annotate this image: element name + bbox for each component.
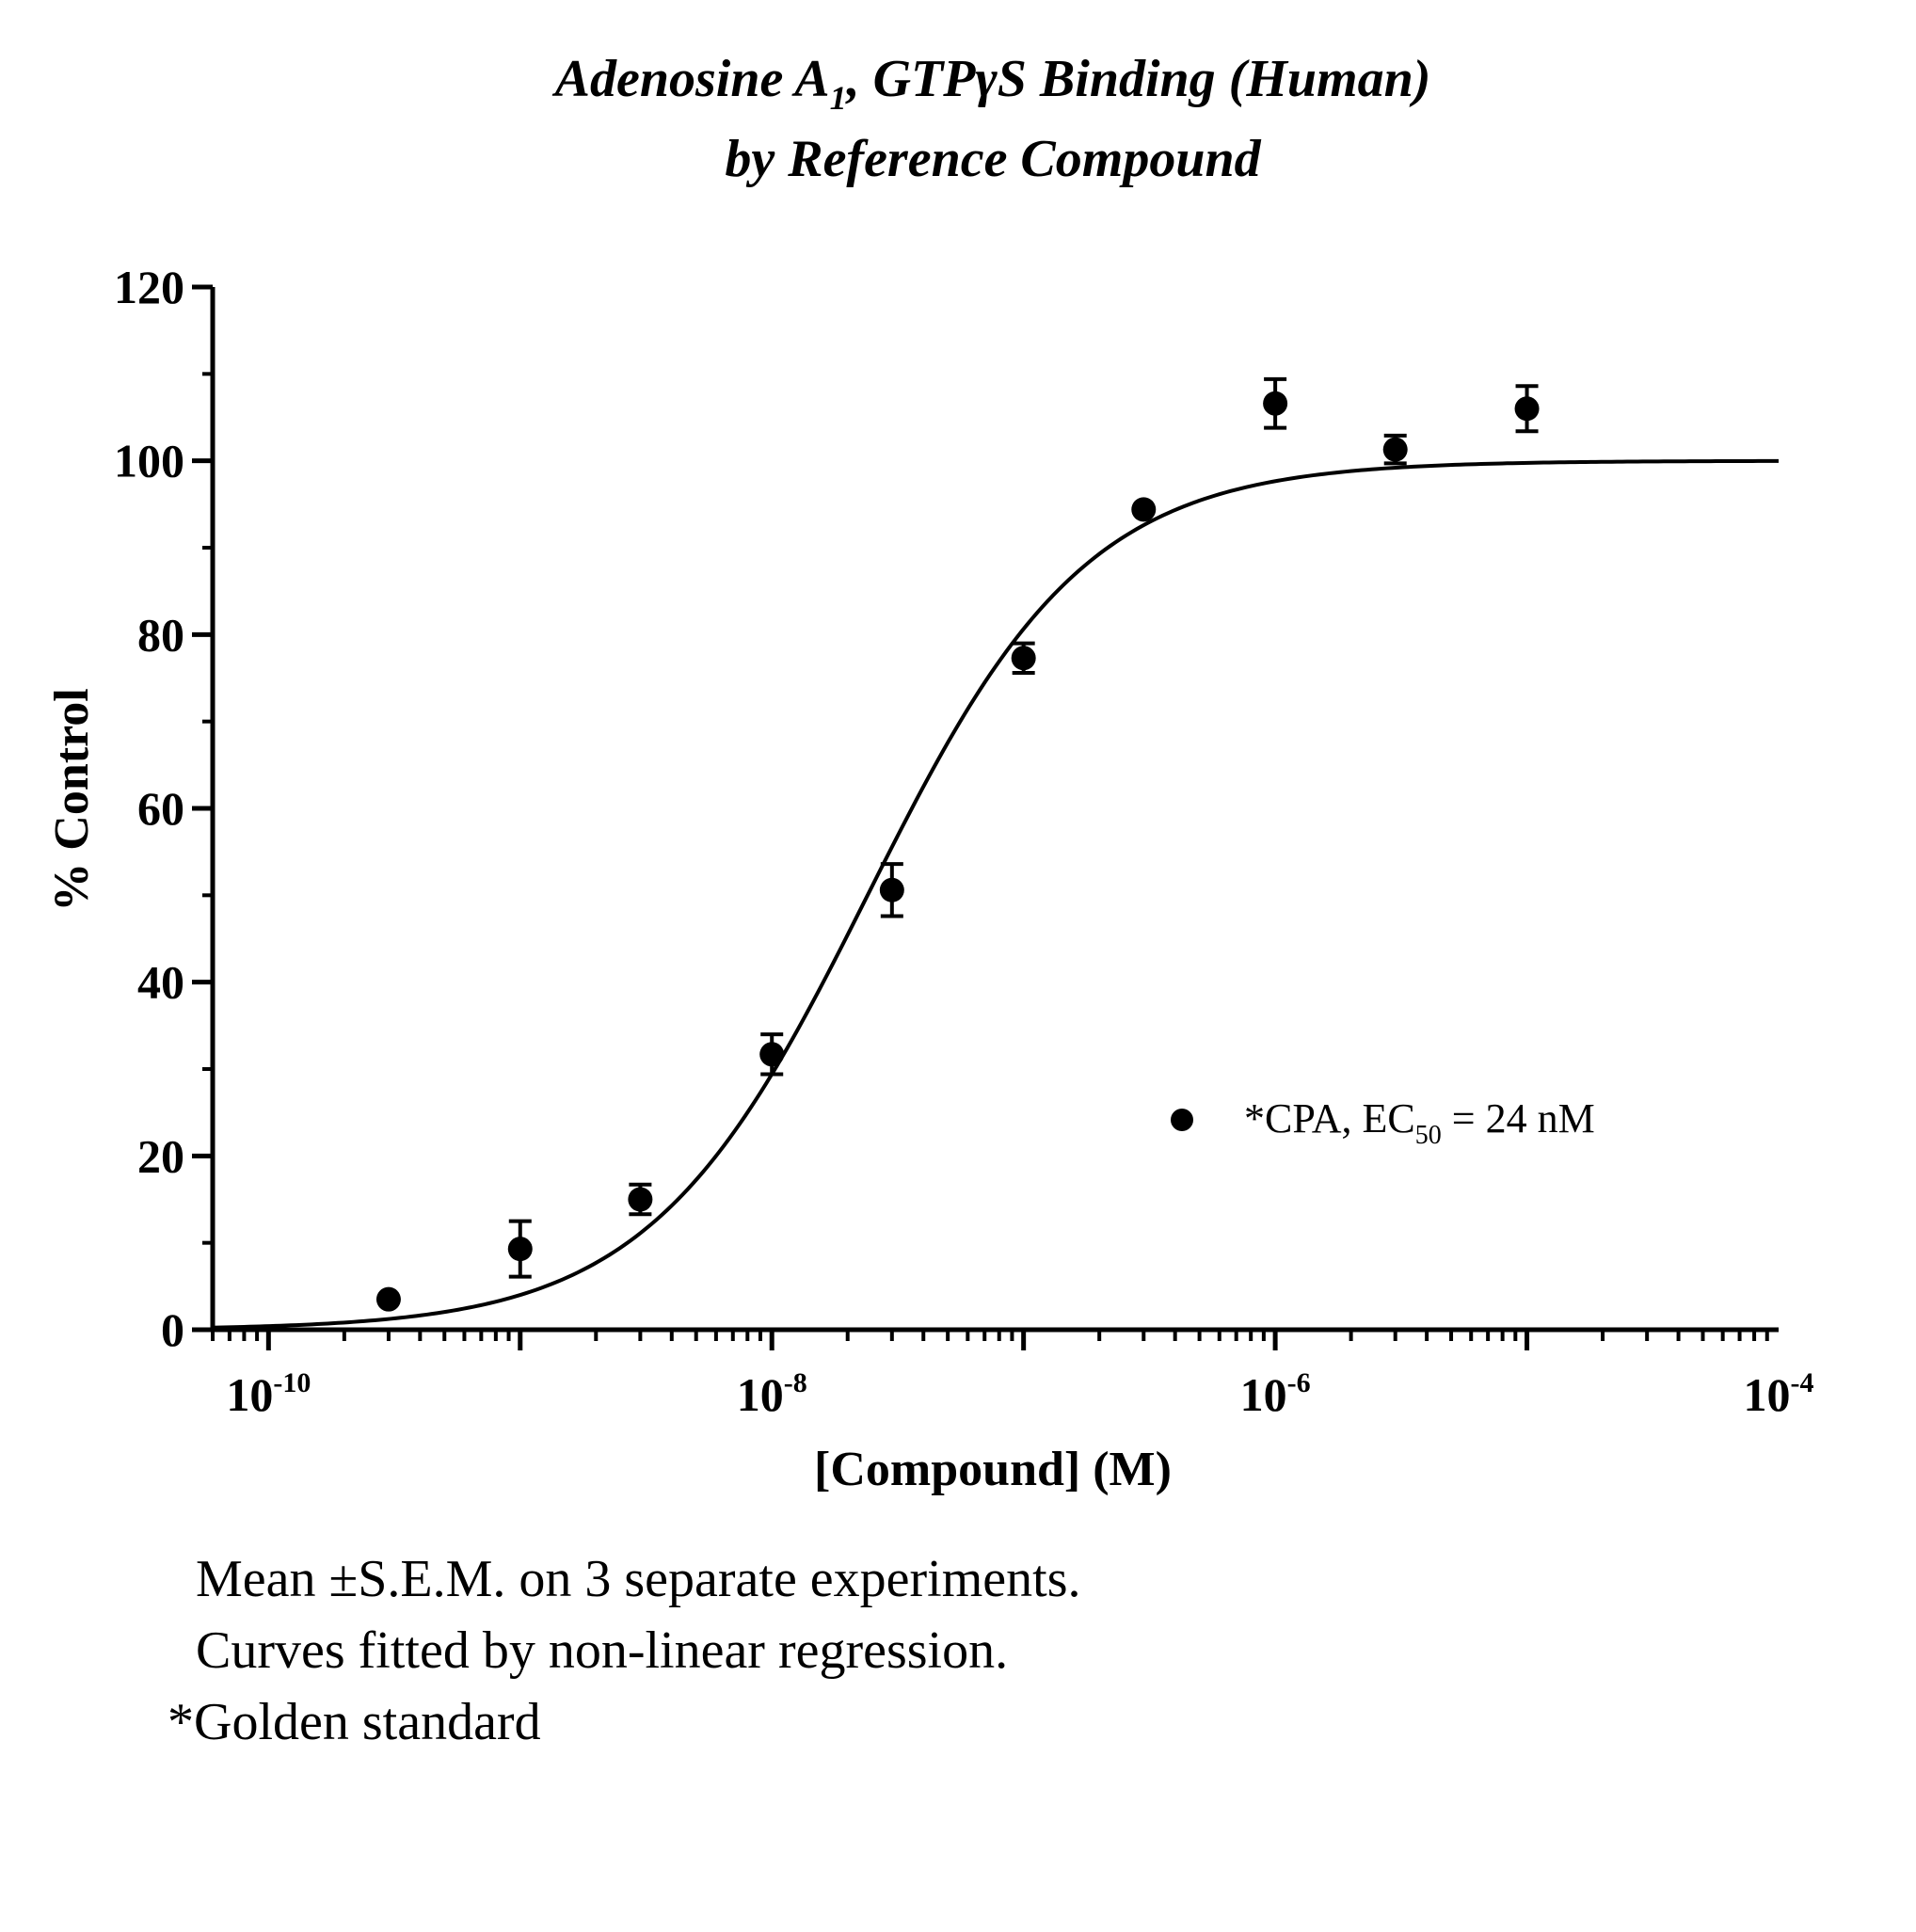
note-line-2: Curves fitted by non-linear regression. <box>196 1621 1009 1680</box>
data-points <box>375 391 1540 1312</box>
y-axis-label: % Control <box>45 688 99 911</box>
axes <box>210 287 1779 1333</box>
y-tick-label: 80 <box>137 608 184 661</box>
y-tick-label: 40 <box>137 956 184 1009</box>
data-point <box>507 1237 533 1262</box>
fit-curve <box>212 458 1780 1330</box>
y-tick-label: 60 <box>137 782 184 835</box>
chart-title-line1: Adenosine A1, GTPγS Binding (Human) <box>552 50 1431 117</box>
data-point <box>1131 497 1157 522</box>
x-tick-label: 10-10 <box>226 1367 311 1421</box>
y-tick-label: 20 <box>137 1129 184 1182</box>
x-tick-label: 10-4 <box>1744 1367 1814 1421</box>
legend-label: *CPA, EC50 = 24 nM <box>1244 1095 1595 1150</box>
note-line-1: Mean ±S.E.M. on 3 separate experiments. <box>196 1550 1081 1608</box>
data-point <box>1011 646 1036 671</box>
data-point <box>879 877 904 902</box>
y-axis-ticks: 0 20 40 60 80 100 120 <box>114 261 213 1356</box>
y-tick-label: 100 <box>114 435 184 487</box>
figure-notes: Mean ±S.E.M. on 3 separate experiments. … <box>168 1543 1081 1758</box>
data-point <box>759 1042 785 1067</box>
chart-title-line2: by Reference Compound <box>725 130 1261 188</box>
data-point <box>628 1187 653 1212</box>
data-point <box>1514 396 1540 422</box>
data-point <box>1263 391 1288 416</box>
y-tick-label: 120 <box>114 261 184 313</box>
x-tick-label: 10-8 <box>737 1367 807 1421</box>
legend-marker <box>1171 1109 1193 1131</box>
data-point <box>375 1286 401 1312</box>
x-tick-label: 10-6 <box>1240 1367 1311 1421</box>
y-tick-label: 0 <box>161 1303 184 1356</box>
x-axis-ticks: 10-10 10-8 10-6 10-4 <box>211 1330 1814 1421</box>
x-axis-label: [Compound] (M) <box>814 1443 1172 1496</box>
legend: *CPA, EC50 = 24 nM <box>1171 1095 1595 1150</box>
note-line-3: *Golden standard <box>168 1693 541 1751</box>
error-bars <box>508 376 1539 1279</box>
data-point <box>1382 437 1408 462</box>
